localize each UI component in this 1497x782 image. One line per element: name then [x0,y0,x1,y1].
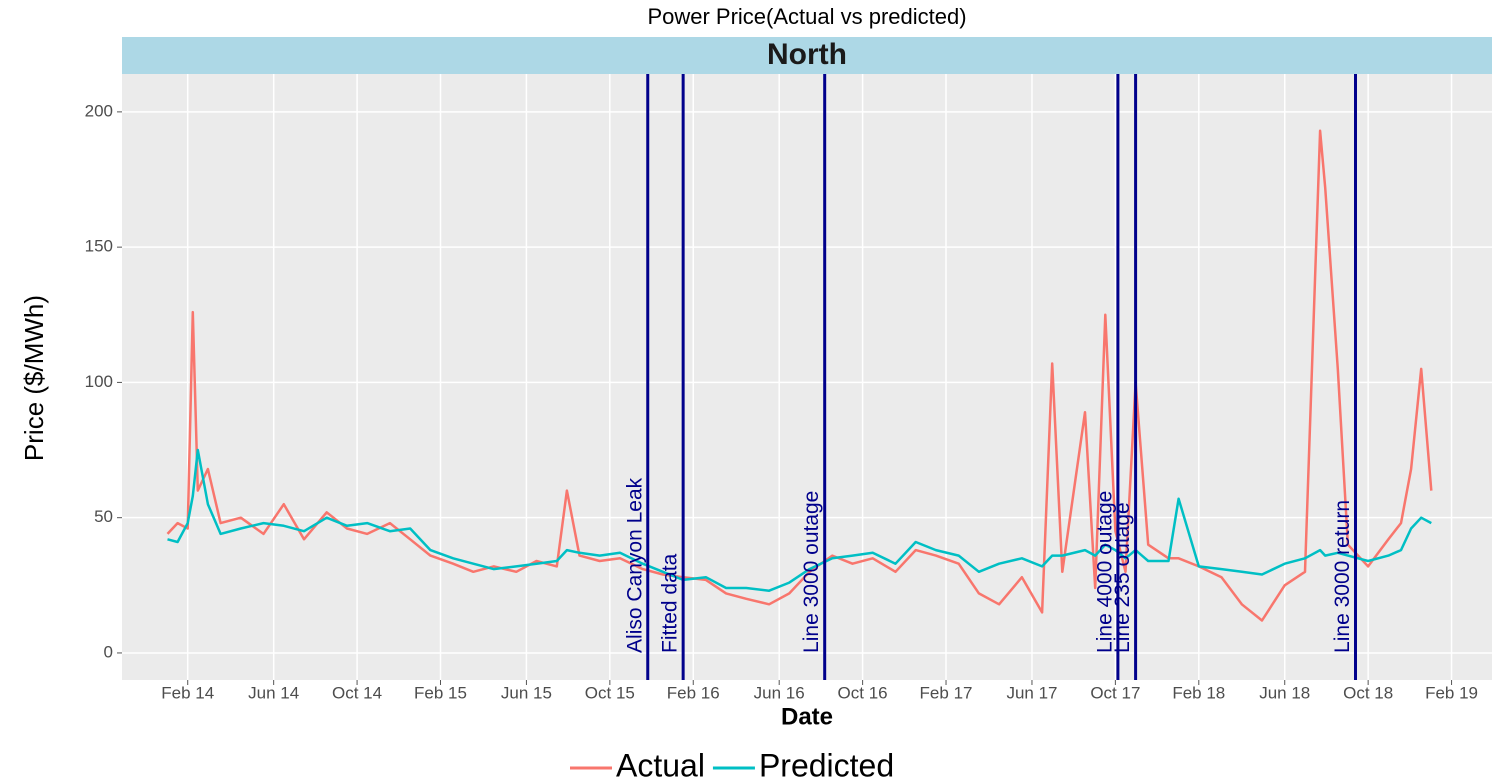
x-tick-label: Jun 16 [754,683,805,702]
x-tick-label: Feb 17 [920,683,973,702]
x-tick-label: Jun 14 [248,683,299,702]
x-tick-label: Jun 15 [501,683,552,702]
series-line [166,129,1433,622]
x-tick-label: Oct 16 [838,683,888,702]
event-label: Line 235 outage [1111,502,1134,653]
series-line [167,448,1432,592]
x-tick-label: Oct 14 [332,683,382,702]
legend-label: Actual [616,747,705,782]
x-tick-label: Oct 18 [1343,683,1393,702]
event-label: Fitted data [659,553,682,653]
x-tick-label: Feb 18 [1172,683,1225,702]
x-tick-label: Feb 14 [161,683,214,702]
x-tick-label: Jun 17 [1006,683,1057,702]
x-tick-label: Feb 15 [414,683,467,702]
legend-label: Predicted [759,747,894,782]
event-label: Aliso Canyon Leak [623,477,646,653]
event-label: Line 3000 return [1331,500,1354,653]
event-label: Line 3000 outage [800,491,823,653]
y-axis-title: Price ($/MWh) [19,295,49,461]
x-axis-title: Date [781,703,833,730]
x-tick-label: Feb 19 [1425,683,1478,702]
event-label: Line 4000 outage [1093,491,1116,653]
x-tick-label: Feb 16 [667,683,720,702]
x-tick-label: Oct 17 [1090,683,1140,702]
y-tick-label: 0 [104,642,113,661]
plot-background [122,74,1492,680]
chart-title: Power Price(Actual vs predicted) [647,4,966,29]
y-tick-label: 150 [85,237,113,256]
x-tick-label: Jun 18 [1259,683,1310,702]
y-tick-label: 50 [94,507,113,526]
y-tick-label: 100 [85,372,113,391]
panel-label: North [767,38,847,71]
panel-strip [122,37,1492,74]
y-tick-label: 200 [85,101,113,120]
x-tick-label: Oct 15 [585,683,635,702]
